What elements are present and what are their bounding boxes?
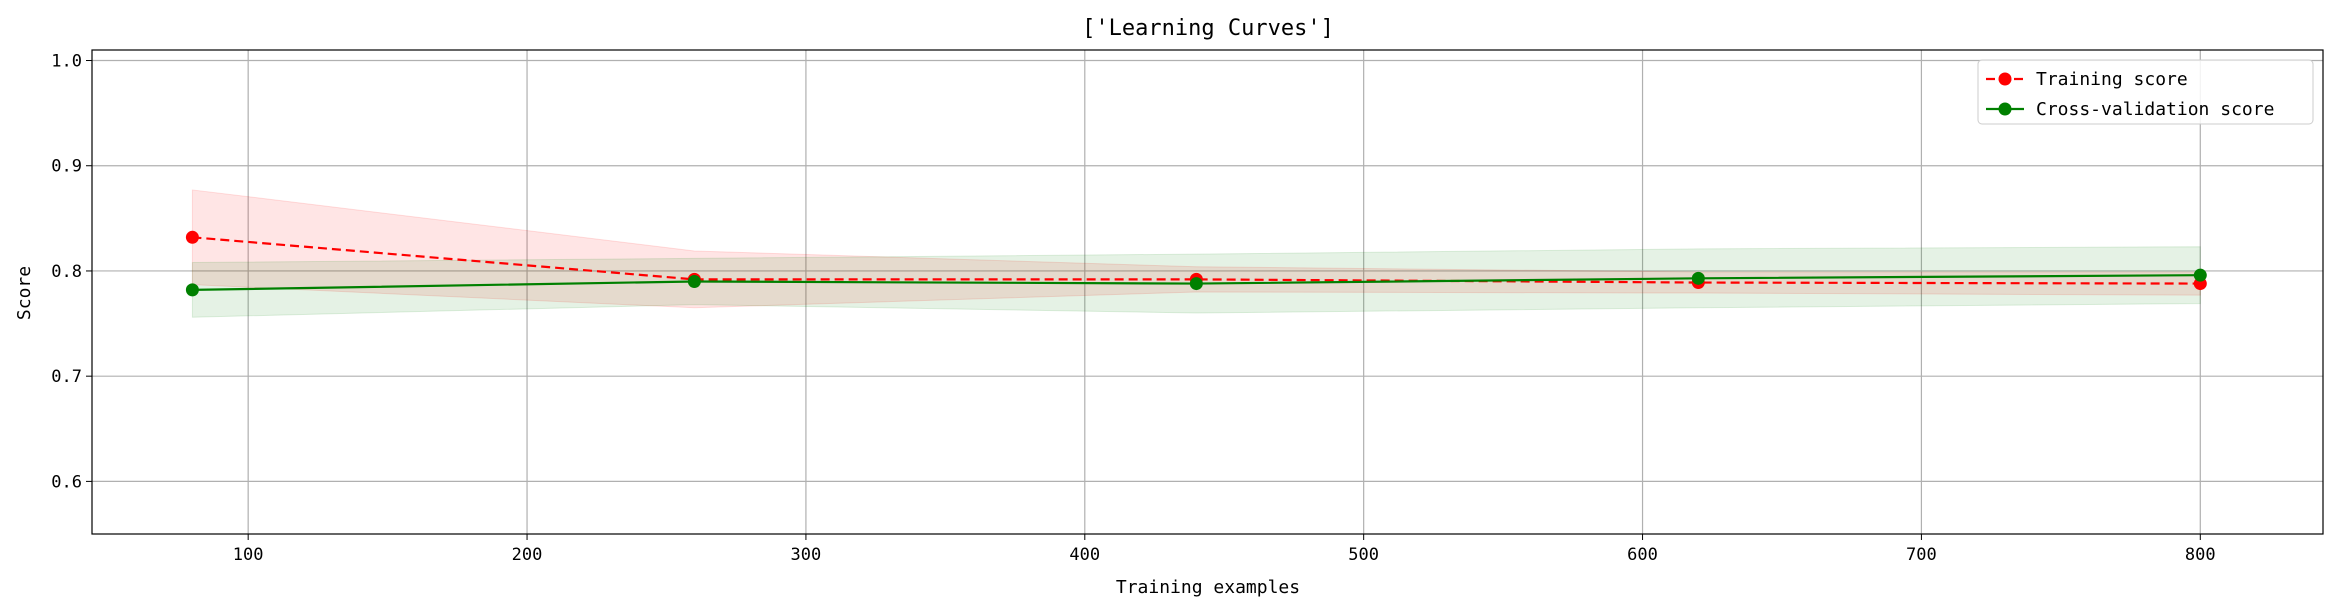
y-tick-label: 0.7 [51,367,82,387]
x-tick-label: 100 [233,545,264,565]
point-series-2 [2193,268,2207,282]
legend-marker-2 [1998,102,2012,116]
point-series-2 [185,283,199,297]
x-tick-label: 800 [2185,545,2216,565]
legend-label-1: Training score [2036,69,2188,90]
chart-title: ['Learning Curves'] [1082,16,1334,41]
plot-frame [91,49,2324,535]
x-tick-label: 500 [1348,545,1379,565]
point-series-2 [687,274,701,288]
point-series-2 [1189,277,1203,291]
y-axis-title: Score [14,266,35,320]
y-tick-label: 1.0 [51,52,82,72]
point-series-1 [185,230,199,244]
legend-marker-1 [1998,72,2012,86]
x-tick-label: 700 [1906,545,1937,565]
x-tick-label: 200 [512,545,543,565]
x-tick-label: 600 [1627,545,1658,565]
y-tick-label: 0.9 [51,157,82,177]
x-axis-title: Training examples [1116,577,1300,598]
y-tick-label: 0.6 [51,472,82,492]
plot-layer: 100 200 300 400 500 600 700 800 0.6 0.7 0.8 0.9 1.0 T… [51,49,2324,565]
legend-label-2: Cross-validation score [2036,99,2274,120]
legend-box [1977,59,2314,125]
x-tick-label: 400 [1069,545,1100,565]
y-tick-label: 0.8 [51,262,82,282]
point-series-2 [1691,271,1705,285]
x-tick-label: 300 [791,545,822,565]
legend: Training score Cross-validation score [1977,59,2314,125]
